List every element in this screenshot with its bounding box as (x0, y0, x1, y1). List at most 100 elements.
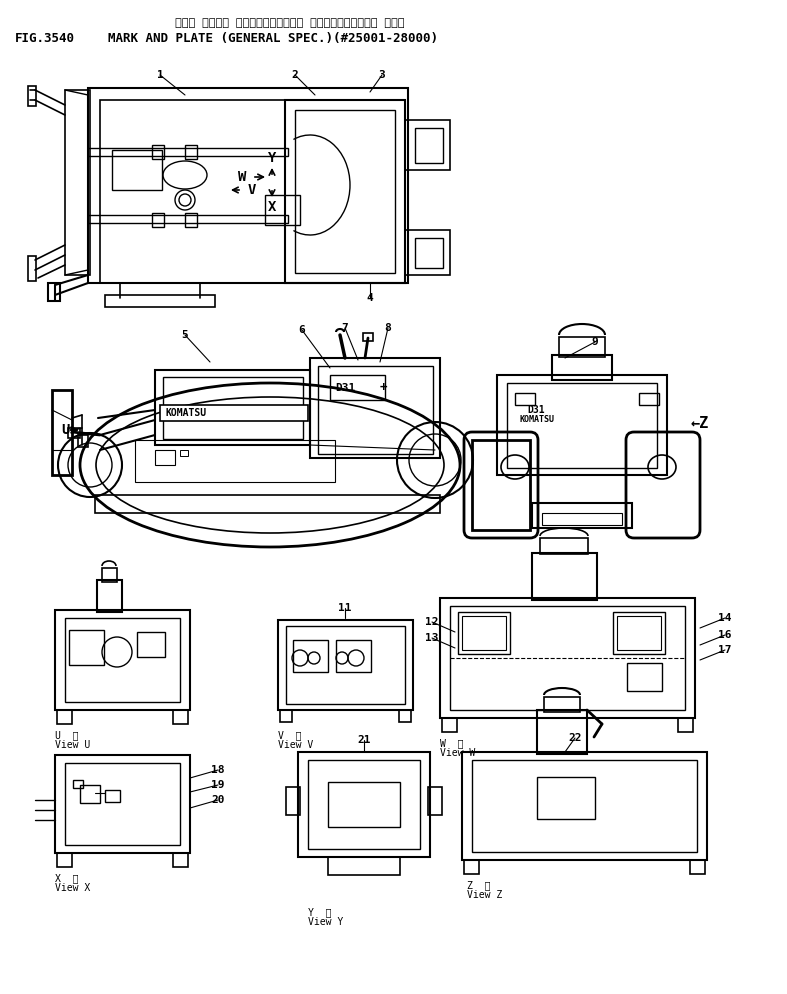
Text: 8: 8 (385, 323, 391, 333)
Bar (627, 663, 662, 691)
Bar (363, 333, 373, 341)
Text: View Y: View Y (308, 917, 343, 927)
Bar (57, 853, 72, 867)
Bar (544, 697, 580, 712)
Bar (464, 860, 479, 874)
Bar (450, 606, 685, 710)
Bar (265, 195, 300, 225)
Bar (65, 763, 180, 845)
Bar (330, 375, 385, 400)
Bar (137, 632, 165, 657)
Text: View U: View U (55, 740, 91, 750)
Text: MARK AND PLATE (GENERAL SPEC.)(#25001-28000): MARK AND PLATE (GENERAL SPEC.)(#25001-28… (108, 32, 438, 45)
Bar (298, 752, 430, 857)
Bar (310, 358, 440, 458)
Text: View Z: View Z (467, 890, 502, 900)
Bar (152, 145, 164, 159)
Text: 19: 19 (211, 780, 225, 790)
Bar (155, 450, 175, 465)
Bar (180, 450, 188, 456)
Text: 16: 16 (719, 630, 732, 640)
Text: Z  見: Z 見 (467, 880, 490, 890)
Text: 22: 22 (568, 733, 582, 743)
Text: 12: 12 (425, 617, 438, 627)
Text: +: + (379, 382, 386, 395)
Text: 13: 13 (425, 633, 438, 643)
Bar (537, 710, 587, 754)
Bar (472, 440, 530, 530)
Text: 2: 2 (292, 70, 298, 80)
Bar (55, 610, 190, 710)
Text: 18: 18 (211, 765, 225, 775)
Bar (112, 150, 162, 190)
Bar (542, 513, 622, 525)
Text: 20: 20 (211, 795, 225, 805)
Bar (105, 295, 215, 307)
Bar (100, 100, 285, 283)
Text: ←Z: ←Z (691, 415, 709, 430)
Bar (552, 355, 612, 380)
Bar (88, 215, 288, 223)
Bar (639, 393, 659, 405)
Bar (135, 440, 335, 482)
Bar (613, 612, 665, 654)
Bar (28, 256, 36, 281)
Bar (415, 128, 443, 163)
Bar (617, 616, 661, 650)
Text: マーク オヤビ゚ プレート（イッパン シヨウ）（カイガイ ヨウ）: マーク オヤビ゚ プレート（イッパン シヨウ）（カイガイ ヨウ） (175, 18, 405, 28)
Bar (497, 375, 667, 475)
Bar (185, 213, 197, 227)
Bar (160, 405, 308, 421)
Text: U  見: U 見 (55, 730, 79, 740)
Bar (65, 90, 90, 275)
Bar (69, 630, 104, 665)
Bar (690, 860, 705, 874)
Text: 1: 1 (157, 70, 164, 80)
Bar (537, 777, 595, 819)
Text: Y  見: Y 見 (308, 907, 331, 917)
Bar (173, 710, 188, 724)
Bar (285, 100, 405, 283)
Bar (57, 710, 72, 724)
Bar (173, 853, 188, 867)
Bar (440, 598, 695, 718)
Bar (308, 760, 420, 849)
Bar (532, 503, 632, 528)
Text: 11: 11 (338, 603, 352, 613)
Bar (458, 612, 510, 654)
Text: X: X (268, 200, 276, 214)
Bar (442, 718, 457, 732)
Bar (405, 230, 450, 275)
Bar (286, 626, 405, 704)
Bar (185, 145, 197, 159)
Bar (515, 393, 535, 405)
Text: U: U (61, 423, 69, 437)
Bar (318, 366, 433, 454)
Text: View V: View V (278, 740, 313, 750)
Text: 17: 17 (719, 645, 732, 655)
Text: 14: 14 (719, 613, 732, 623)
Bar (540, 538, 588, 554)
Text: FIG.3540: FIG.3540 (15, 32, 75, 45)
Bar (336, 640, 371, 672)
Bar (155, 370, 310, 445)
Text: 9: 9 (592, 337, 598, 347)
Bar (97, 580, 122, 612)
Bar (472, 760, 697, 852)
Text: 7: 7 (342, 323, 349, 333)
Bar (78, 435, 88, 447)
Text: 4: 4 (367, 293, 373, 303)
Text: D31: D31 (335, 383, 355, 393)
Bar (462, 616, 506, 650)
Bar (559, 337, 605, 357)
Bar (55, 755, 190, 853)
Bar (328, 782, 400, 827)
Bar (462, 752, 707, 860)
Bar (507, 383, 657, 468)
Bar (405, 120, 450, 170)
Text: W  見: W 見 (440, 738, 464, 748)
Bar (102, 568, 117, 582)
Bar (286, 787, 300, 815)
Text: V: V (248, 183, 257, 197)
Text: Y: Y (268, 151, 276, 165)
